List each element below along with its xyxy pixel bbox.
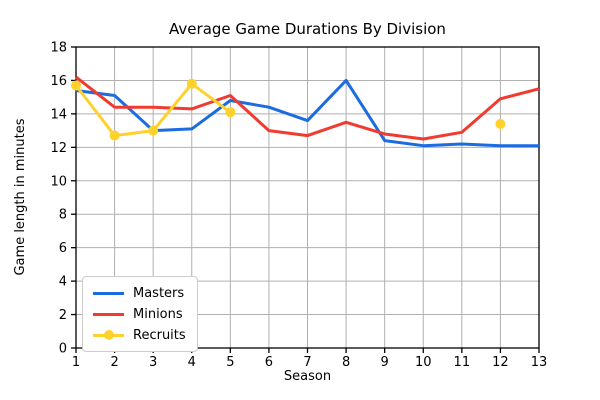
legend-label: Recruits	[133, 327, 186, 343]
x-tick-label: 1	[72, 355, 80, 370]
data-point-marker-recruits	[109, 130, 120, 141]
series-line-minions	[75, 75, 540, 141]
legend-item-minions: Minions	[93, 305, 186, 323]
data-point-marker-recruits	[186, 78, 197, 89]
x-tick-label: 12	[492, 355, 509, 370]
legend-line-swatch	[93, 291, 124, 295]
x-tick-label: 8	[342, 355, 350, 370]
y-tick-label: 12	[50, 141, 67, 156]
y-tick-label: 10	[50, 174, 67, 189]
legend-label: Masters	[133, 285, 185, 301]
legend-item-masters: Masters	[93, 284, 186, 302]
legend-item-recruits: Recruits	[93, 326, 186, 344]
y-tick-label: 14	[50, 107, 67, 122]
legend-line-swatch	[93, 330, 124, 340]
data-point-marker-recruits	[495, 118, 506, 129]
data-point-marker-recruits	[225, 107, 236, 118]
x-axis-label: Season	[283, 369, 332, 384]
data-point-marker-recruits	[148, 125, 159, 136]
x-tick-label: 3	[149, 355, 157, 370]
y-tick-label: 8	[59, 208, 67, 223]
data-point-marker-recruits	[71, 80, 81, 91]
x-tick-label: 4	[188, 355, 196, 370]
series-line-recruits	[76, 84, 500, 136]
x-tick-label: 2	[110, 355, 118, 370]
legend: Masters Minions Recruits	[82, 276, 198, 352]
x-tick-label: 6	[265, 355, 273, 370]
legend-line-swatch	[93, 312, 124, 316]
x-tick-label: 13	[531, 355, 548, 370]
x-tick-label: 11	[454, 355, 471, 370]
y-tick-label: 18	[50, 41, 67, 56]
y-tick-label: 6	[59, 241, 67, 256]
x-tick-label: 10	[415, 355, 432, 370]
x-tick-label: 9	[381, 355, 389, 370]
x-tick-label: 5	[226, 355, 234, 370]
chart-title: Average Game Durations By Division	[169, 20, 446, 38]
y-tick-label: 0	[59, 342, 67, 357]
y-tick-label: 2	[59, 308, 67, 323]
legend-marker-dot-icon	[103, 330, 114, 340]
x-tick-label: 7	[303, 355, 311, 370]
legend-label: Minions	[133, 306, 183, 322]
y-tick-label: 4	[59, 275, 67, 290]
y-tick-label: 16	[50, 74, 67, 89]
